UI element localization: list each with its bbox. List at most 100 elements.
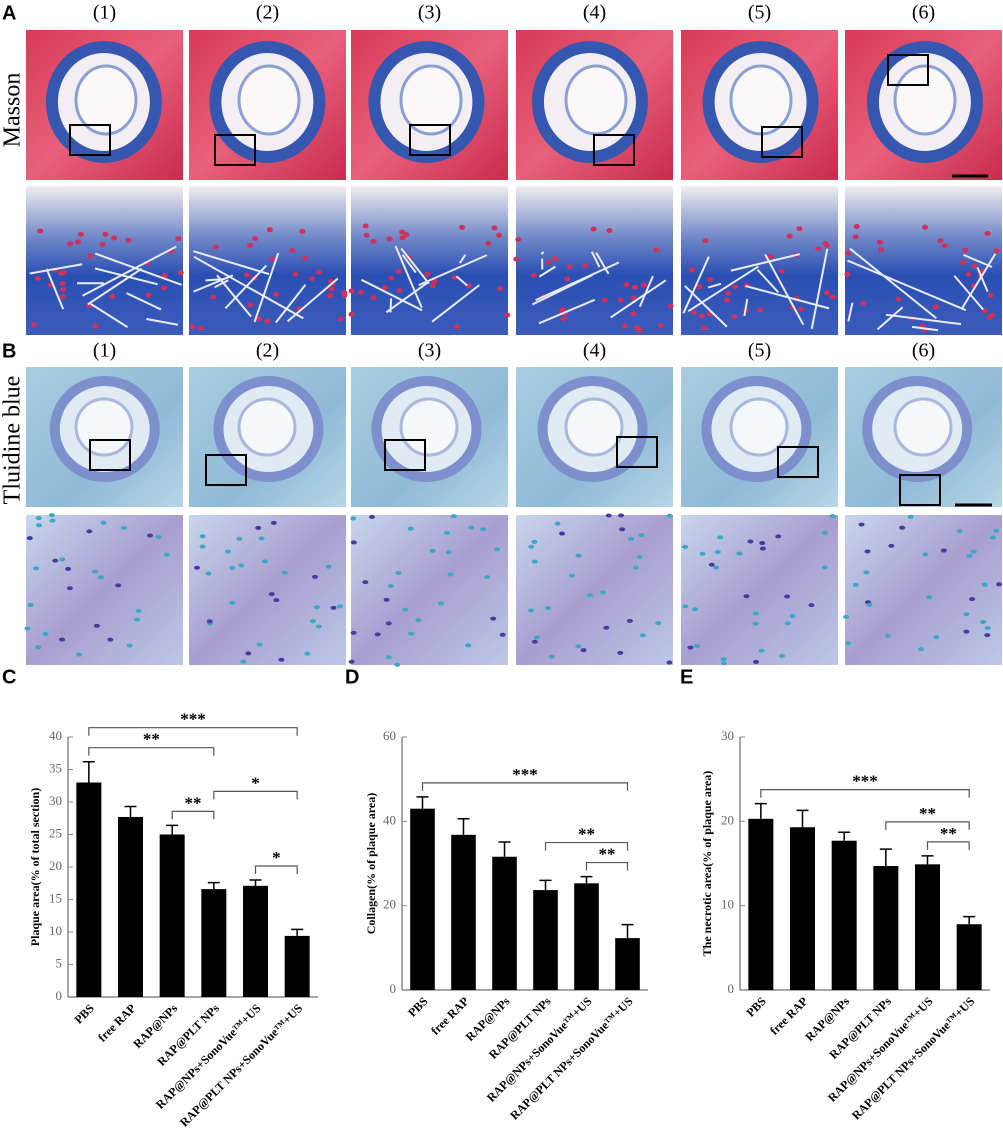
- cell: [266, 227, 273, 233]
- cell: [736, 551, 743, 556]
- roi-box: [593, 134, 635, 166]
- cell: [582, 263, 589, 269]
- cell: [617, 650, 624, 655]
- cell: [965, 271, 972, 277]
- bar: [956, 924, 982, 990]
- cell: [984, 625, 991, 630]
- cell: [682, 604, 689, 609]
- cell: [273, 291, 280, 297]
- y-axis-label: Collagen(% of plaque area): [364, 793, 378, 934]
- fiber: [455, 275, 468, 287]
- cell: [860, 300, 867, 306]
- column-label: (6): [912, 2, 935, 24]
- cell: [424, 271, 431, 277]
- cell: [922, 552, 929, 557]
- cell: [731, 314, 738, 320]
- bar: [492, 856, 517, 990]
- cell: [189, 324, 196, 330]
- cell: [59, 637, 66, 642]
- cell: [702, 238, 709, 244]
- cell: [587, 593, 594, 598]
- error-bar: [539, 879, 552, 891]
- micrograph: [516, 515, 673, 665]
- error-bar: [249, 879, 262, 886]
- fiber: [385, 280, 430, 314]
- cell: [796, 226, 803, 232]
- fiber: [193, 274, 234, 293]
- panel-label: E: [680, 666, 693, 688]
- bar: [284, 935, 310, 997]
- cell: [67, 241, 74, 247]
- cell: [407, 526, 414, 531]
- y-tick-label: 20: [383, 897, 396, 912]
- cell: [362, 580, 369, 585]
- cell: [385, 621, 392, 626]
- cell: [87, 253, 94, 259]
- cell: [396, 288, 403, 294]
- cell: [450, 514, 457, 519]
- bar: [201, 889, 227, 997]
- error-bar: [754, 802, 767, 819]
- column-label: (2): [256, 2, 279, 24]
- fiber: [538, 298, 596, 325]
- cell: [988, 312, 995, 318]
- fiber: [94, 252, 182, 286]
- cell: [304, 651, 311, 656]
- cell: [531, 559, 538, 564]
- cell: [93, 623, 100, 628]
- fiber: [590, 251, 601, 268]
- bar: [790, 827, 815, 990]
- significance-label: ***: [180, 710, 206, 729]
- cell: [899, 525, 906, 530]
- cell: [199, 534, 206, 539]
- cell: [603, 625, 610, 630]
- cell: [821, 565, 828, 570]
- fiber: [885, 313, 962, 326]
- cell: [348, 659, 355, 664]
- cell: [575, 644, 582, 649]
- error-bar: [416, 796, 429, 809]
- fiber: [538, 265, 556, 278]
- cell: [962, 247, 969, 253]
- cell: [566, 264, 573, 270]
- cell: [350, 540, 357, 545]
- significance-label: ***: [512, 765, 538, 784]
- cell: [120, 525, 127, 530]
- cell: [395, 570, 402, 575]
- cell: [956, 529, 963, 534]
- cell: [465, 643, 472, 648]
- error-bar: [879, 848, 892, 867]
- cell: [758, 648, 765, 653]
- cell: [59, 294, 66, 300]
- cell: [528, 544, 535, 549]
- panel-label: C: [2, 666, 16, 688]
- panel-label: B: [2, 340, 16, 362]
- cell: [544, 606, 551, 611]
- cell: [240, 659, 247, 664]
- micrograph: [189, 515, 346, 665]
- cell: [224, 549, 231, 554]
- cell: [60, 286, 67, 292]
- error-bar: [580, 875, 593, 884]
- cell: [707, 277, 714, 283]
- fiber: [275, 284, 307, 324]
- cell: [600, 590, 607, 595]
- cell: [752, 611, 759, 616]
- cell: [696, 284, 703, 290]
- cell: [368, 514, 375, 519]
- cell: [370, 295, 377, 301]
- cell: [590, 226, 597, 232]
- cell: [429, 283, 436, 289]
- cell: [753, 659, 760, 664]
- cell: [630, 311, 637, 317]
- error-bar: [498, 841, 511, 857]
- cell: [789, 614, 796, 619]
- cell: [261, 559, 268, 564]
- fiber: [90, 303, 129, 329]
- column-label: (5): [748, 340, 771, 362]
- cell: [350, 516, 357, 521]
- roi-box: [384, 439, 426, 471]
- cell: [308, 276, 315, 282]
- error-bar: [207, 881, 220, 890]
- bar: [410, 808, 435, 990]
